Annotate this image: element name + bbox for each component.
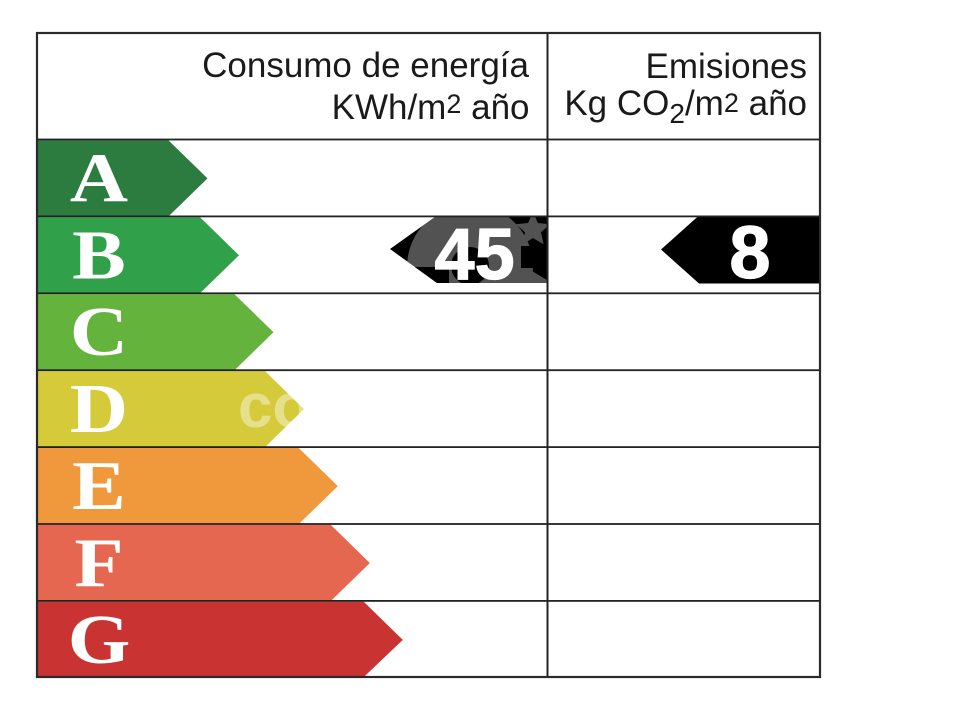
svg-text:F: F [74,525,123,602]
svg-text:B: B [72,217,126,294]
svg-text:co: co [238,372,310,441]
svg-text:Kg CO2/m2 año: Kg CO2/m2 año [564,84,807,129]
svg-text:KWh/m2 año: KWh/m2 año [332,88,530,127]
svg-text:E: E [72,448,126,525]
svg-text:Consumo de energía: Consumo de energía [202,46,529,85]
svg-text:D: D [70,371,128,448]
svg-text:G: G [68,602,131,679]
svg-text:Emisiones: Emisiones [646,47,807,86]
svg-text:45: 45 [435,215,515,295]
svg-text:A: A [70,140,128,217]
svg-text:8: 8 [729,211,770,294]
svg-text:C: C [70,294,128,371]
